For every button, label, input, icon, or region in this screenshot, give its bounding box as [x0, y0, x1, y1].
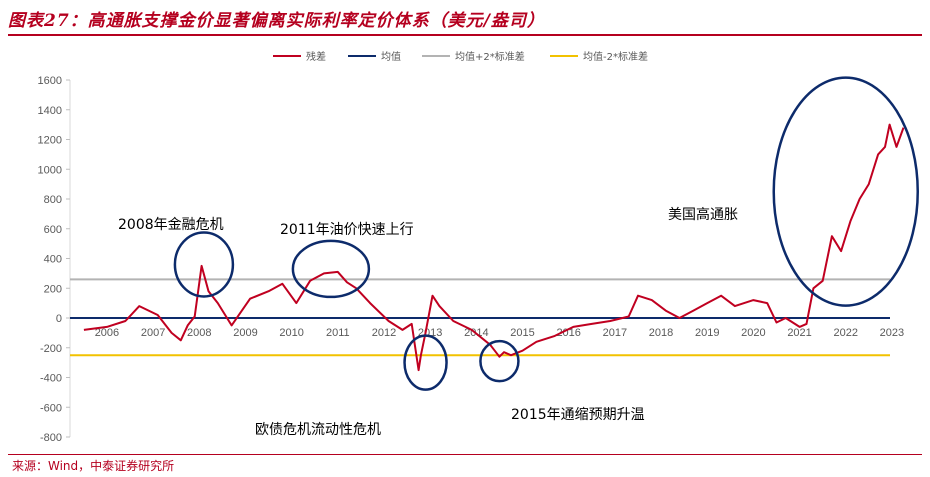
x-tick-label: 2010 [279, 327, 303, 339]
annotation-label: 2015年通缩预期升温 [511, 407, 645, 423]
y-tick-label: -800 [40, 432, 62, 444]
series-line-residual [83, 123, 905, 372]
x-tick-label: 2022 [833, 327, 857, 339]
annotation-label: 欧债危机流动性危机 [255, 422, 381, 438]
y-tick-label: 1400 [38, 105, 62, 117]
x-tick-label: 2009 [233, 327, 257, 339]
x-tick-label: 2011 [326, 327, 350, 339]
legend-label-mean: 均值 [381, 50, 401, 63]
x-tick-label: 2023 [880, 327, 904, 339]
series-layer [83, 123, 905, 372]
title-divider [8, 34, 922, 36]
y-tick-label: 200 [44, 283, 62, 295]
y-tick-label: -200 [40, 343, 62, 355]
annotation-label: 美国高通胀 [668, 206, 738, 223]
x-tick-label: 2016 [556, 327, 580, 339]
x-tick-label: 2007 [141, 327, 165, 339]
y-tick-label: 1200 [38, 135, 62, 147]
y-tick-label: 400 [44, 254, 62, 266]
x-tick-label: 2012 [372, 327, 396, 339]
y-tick-label: 1000 [38, 164, 62, 176]
x-tick-label: 2017 [603, 327, 627, 339]
footer-divider [8, 454, 922, 455]
legend-label-upper: 均值+2*标准差 [455, 50, 525, 63]
x-tick-label: 2019 [695, 327, 719, 339]
annotation-circle [772, 76, 919, 307]
annotation-circle [479, 339, 520, 383]
y-tick-label: -400 [40, 373, 62, 385]
y-axis: 1600 1400 1200 1000 800 600 400 200 0 -200 -400 -60… [38, 75, 71, 444]
legend: 残差 均值 均值+2*标准差 均值-2*标准差 [273, 50, 648, 63]
x-tick-label: 2020 [741, 327, 765, 339]
y-tick-label: 0 [56, 313, 62, 325]
legend-label-residual: 残差 [306, 50, 326, 63]
x-axis: 2006 2007 2008 2009 2010 2011 2012 2013 2014 2015… [95, 327, 904, 339]
legend-label-lower: 均值-2*标准差 [583, 50, 648, 63]
x-tick-label: 2021 [787, 327, 811, 339]
chart-title: 图表27：高通胀支撑金价显著偏离实际利率定价体系（美元/盎司） [8, 11, 545, 31]
annotation-circle [291, 239, 371, 299]
x-tick-label: 2018 [649, 327, 673, 339]
annotation-circle [403, 334, 448, 391]
annotation-label: 2008年金融危机 [118, 217, 224, 233]
y-tick-label: 1600 [38, 75, 62, 87]
y-tick-label: -600 [40, 402, 62, 414]
annotation-circle [173, 231, 235, 298]
x-tick-label: 2008 [187, 327, 211, 339]
y-tick-label: 600 [44, 224, 62, 236]
annotation-label: 2011年油价快速上行 [280, 222, 414, 238]
x-tick-label: 2015 [510, 327, 534, 339]
x-tick-label: 2006 [95, 327, 119, 339]
source-note: 来源：Wind，中泰证券研究所 [12, 459, 175, 473]
y-tick-label: 800 [44, 194, 62, 206]
